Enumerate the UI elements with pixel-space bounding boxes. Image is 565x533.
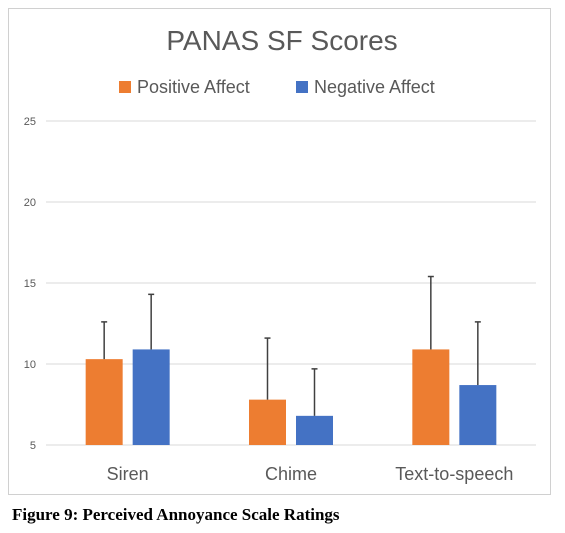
legend-label-positive-affect: Positive Affect: [137, 77, 250, 97]
y-tick-label: 5: [30, 440, 36, 452]
bars: [85, 349, 497, 445]
y-tick-label: 20: [24, 197, 36, 209]
x-axis-labels: Siren Chime Text-to-speech: [107, 464, 514, 484]
figure-caption: Figure 9: Perceived Annoyance Scale Rati…: [12, 505, 340, 524]
y-tick-label: 10: [24, 359, 36, 371]
legend-swatch-negative-affect: [296, 81, 308, 93]
bar-negative-affect-chime: [296, 415, 333, 445]
y-tick-label: 15: [24, 278, 36, 290]
bar-positive-affect-chime: [249, 399, 286, 445]
legend: Positive Affect Negative Affect: [119, 77, 435, 97]
x-category-label: Siren: [107, 464, 149, 484]
y-tick-label: 25: [24, 116, 36, 128]
bar-positive-affect-siren: [85, 359, 123, 445]
bar-negative-affect-siren: [132, 349, 170, 445]
x-category-label: Chime: [265, 464, 317, 484]
bar-chart: PANAS SF Scores Positive Affect Negative…: [24, 25, 536, 484]
gridlines: [46, 120, 536, 446]
bar-negative-affect-text-to-speech: [459, 385, 497, 445]
chart-title: PANAS SF Scores: [166, 25, 397, 56]
legend-label-negative-affect: Negative Affect: [314, 77, 435, 97]
x-category-label: Text-to-speech: [395, 464, 513, 484]
y-axis-ticks: 5 10 15 20 25: [24, 116, 36, 452]
error-bars: [101, 275, 481, 416]
legend-swatch-positive-affect: [119, 81, 131, 93]
bar-positive-affect-text-to-speech: [412, 349, 450, 445]
